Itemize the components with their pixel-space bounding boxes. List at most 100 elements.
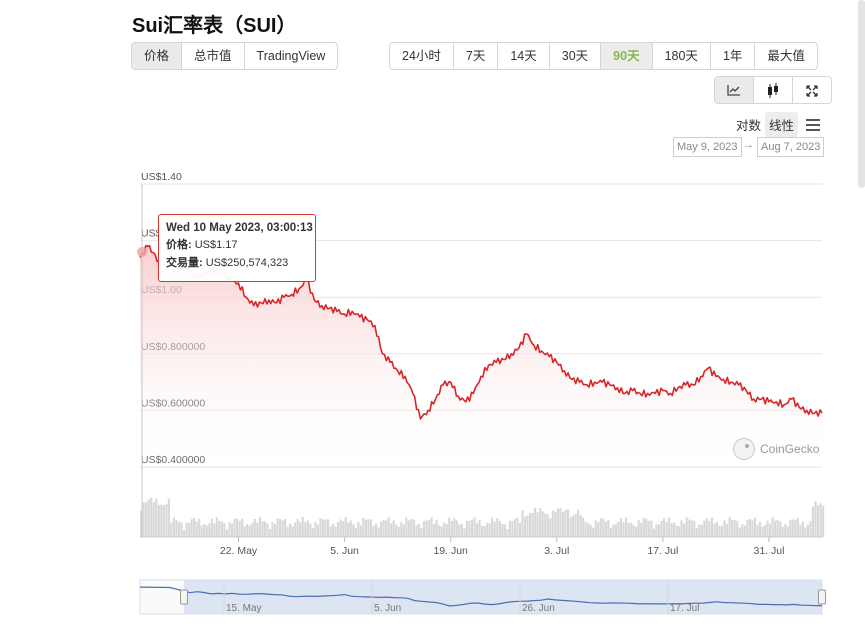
- volume-bar: [763, 525, 767, 537]
- volume-bar: [213, 523, 216, 537]
- tooltip-price-label: 价格:: [166, 239, 192, 251]
- volume-bar: [794, 519, 797, 537]
- volume-bar: [655, 524, 658, 537]
- volume-bar: [198, 518, 201, 537]
- watermark-text: CoinGecko: [760, 442, 820, 456]
- candlestick-button[interactable]: [754, 77, 793, 103]
- scale-linear-option[interactable]: 线性: [765, 112, 799, 137]
- volume-bar: [705, 518, 709, 537]
- volume-bar: [309, 523, 312, 537]
- chart-tooltip: Wed 10 May 2023, 03:00:13 价格: US$1.17 交易…: [158, 214, 316, 282]
- volume-bar: [584, 521, 587, 537]
- fullscreen-button[interactable]: [793, 77, 831, 103]
- volume-bar: [256, 522, 259, 537]
- volume-bar: [723, 520, 726, 537]
- volume-bar: [743, 525, 746, 537]
- volume-bar: [286, 526, 289, 537]
- volume-bar: [243, 526, 246, 537]
- volume-bar: [804, 527, 807, 537]
- volume-bar: [619, 518, 623, 537]
- volume-bar: [283, 518, 287, 537]
- volume-bar: [362, 517, 365, 537]
- volume-bar: [334, 526, 337, 537]
- volume-bars: [140, 497, 825, 537]
- tab-price[interactable]: 价格: [132, 43, 183, 69]
- volume-bar: [738, 527, 741, 537]
- range-7d[interactable]: 7天: [454, 43, 499, 69]
- volume-bar: [470, 519, 474, 537]
- line-chart-button[interactable]: [715, 77, 754, 103]
- volume-bar: [420, 527, 423, 537]
- volume-bar: [748, 518, 751, 537]
- volume-bar: [652, 528, 655, 537]
- volume-bar: [395, 524, 398, 537]
- volume-bar: [811, 506, 815, 537]
- volume-bar: [491, 517, 494, 537]
- volume-bar: [465, 520, 469, 537]
- volume-bar: [604, 521, 607, 537]
- page-scrollbar[interactable]: [858, 0, 865, 188]
- volume-bar: [657, 524, 661, 537]
- volume-bar: [185, 522, 188, 537]
- volume-bar: [667, 517, 671, 537]
- tab-tradingview[interactable]: TradingView: [256, 49, 326, 63]
- range-90d[interactable]: 90天: [601, 43, 653, 69]
- volume-bar: [193, 518, 196, 537]
- volume-bar: [806, 524, 810, 537]
- hamburger-menu-icon[interactable]: [806, 116, 821, 134]
- tab-market-cap[interactable]: 总市值: [182, 43, 245, 69]
- tooltip-volume-value: US$250,574,323: [205, 257, 289, 269]
- range-max[interactable]: 最大值: [767, 49, 805, 63]
- volume-bar: [331, 523, 335, 537]
- volume-bar: [493, 521, 496, 537]
- volume-bar: [367, 519, 370, 537]
- range-14d[interactable]: 14天: [498, 43, 550, 69]
- range-24h[interactable]: 24小时: [390, 43, 454, 69]
- range-30d[interactable]: 30天: [550, 43, 602, 69]
- volume-bar: [187, 523, 191, 537]
- volume-bar: [402, 524, 405, 537]
- volume-bar: [602, 518, 605, 537]
- volume-bar: [640, 522, 643, 537]
- volume-bar: [397, 527, 400, 537]
- volume-bar: [496, 518, 499, 537]
- hover-point: [137, 246, 147, 257]
- range-1y[interactable]: 1年: [711, 43, 756, 69]
- price-line: [139, 244, 823, 420]
- volume-bar: [195, 521, 198, 537]
- volume-bar: [713, 523, 716, 537]
- volume-bar: [589, 524, 592, 537]
- volume-bar: [145, 502, 148, 537]
- range-180d[interactable]: 180天: [653, 43, 711, 69]
- volume-bar: [574, 514, 577, 537]
- date-range-arrow: →: [743, 139, 754, 151]
- navigator-line: [139, 586, 822, 607]
- volume-bar: [622, 522, 625, 537]
- volume-bar: [733, 520, 736, 537]
- volume-bar: [205, 525, 208, 537]
- volume-bar: [662, 518, 666, 537]
- volume-bar: [266, 523, 269, 537]
- volume-bar: [385, 520, 388, 537]
- volume-bar: [693, 520, 696, 537]
- navigator-handle-right[interactable]: [818, 589, 826, 605]
- volume-bar: [425, 520, 428, 537]
- navigator-handle-left[interactable]: [180, 589, 188, 605]
- line-chart-icon: [727, 85, 740, 96]
- volume-bar: [799, 525, 802, 537]
- volume-bar: [645, 519, 648, 537]
- date-to-input[interactable]: Aug 7, 2023: [757, 137, 825, 157]
- volume-bar: [372, 525, 375, 537]
- volume-bar: [594, 520, 597, 537]
- volume-bar: [498, 520, 501, 537]
- scale-log-option[interactable]: 对数: [736, 119, 762, 133]
- volume-bar: [392, 520, 395, 537]
- date-from-input[interactable]: May 9, 2023: [673, 137, 742, 157]
- volume-bar: [347, 522, 350, 537]
- volume-bar: [314, 521, 317, 537]
- volume-bar: [463, 528, 466, 537]
- scale-toggle: 对数 线性: [732, 112, 821, 137]
- volume-bar: [180, 522, 183, 537]
- volume-bar: [670, 523, 673, 537]
